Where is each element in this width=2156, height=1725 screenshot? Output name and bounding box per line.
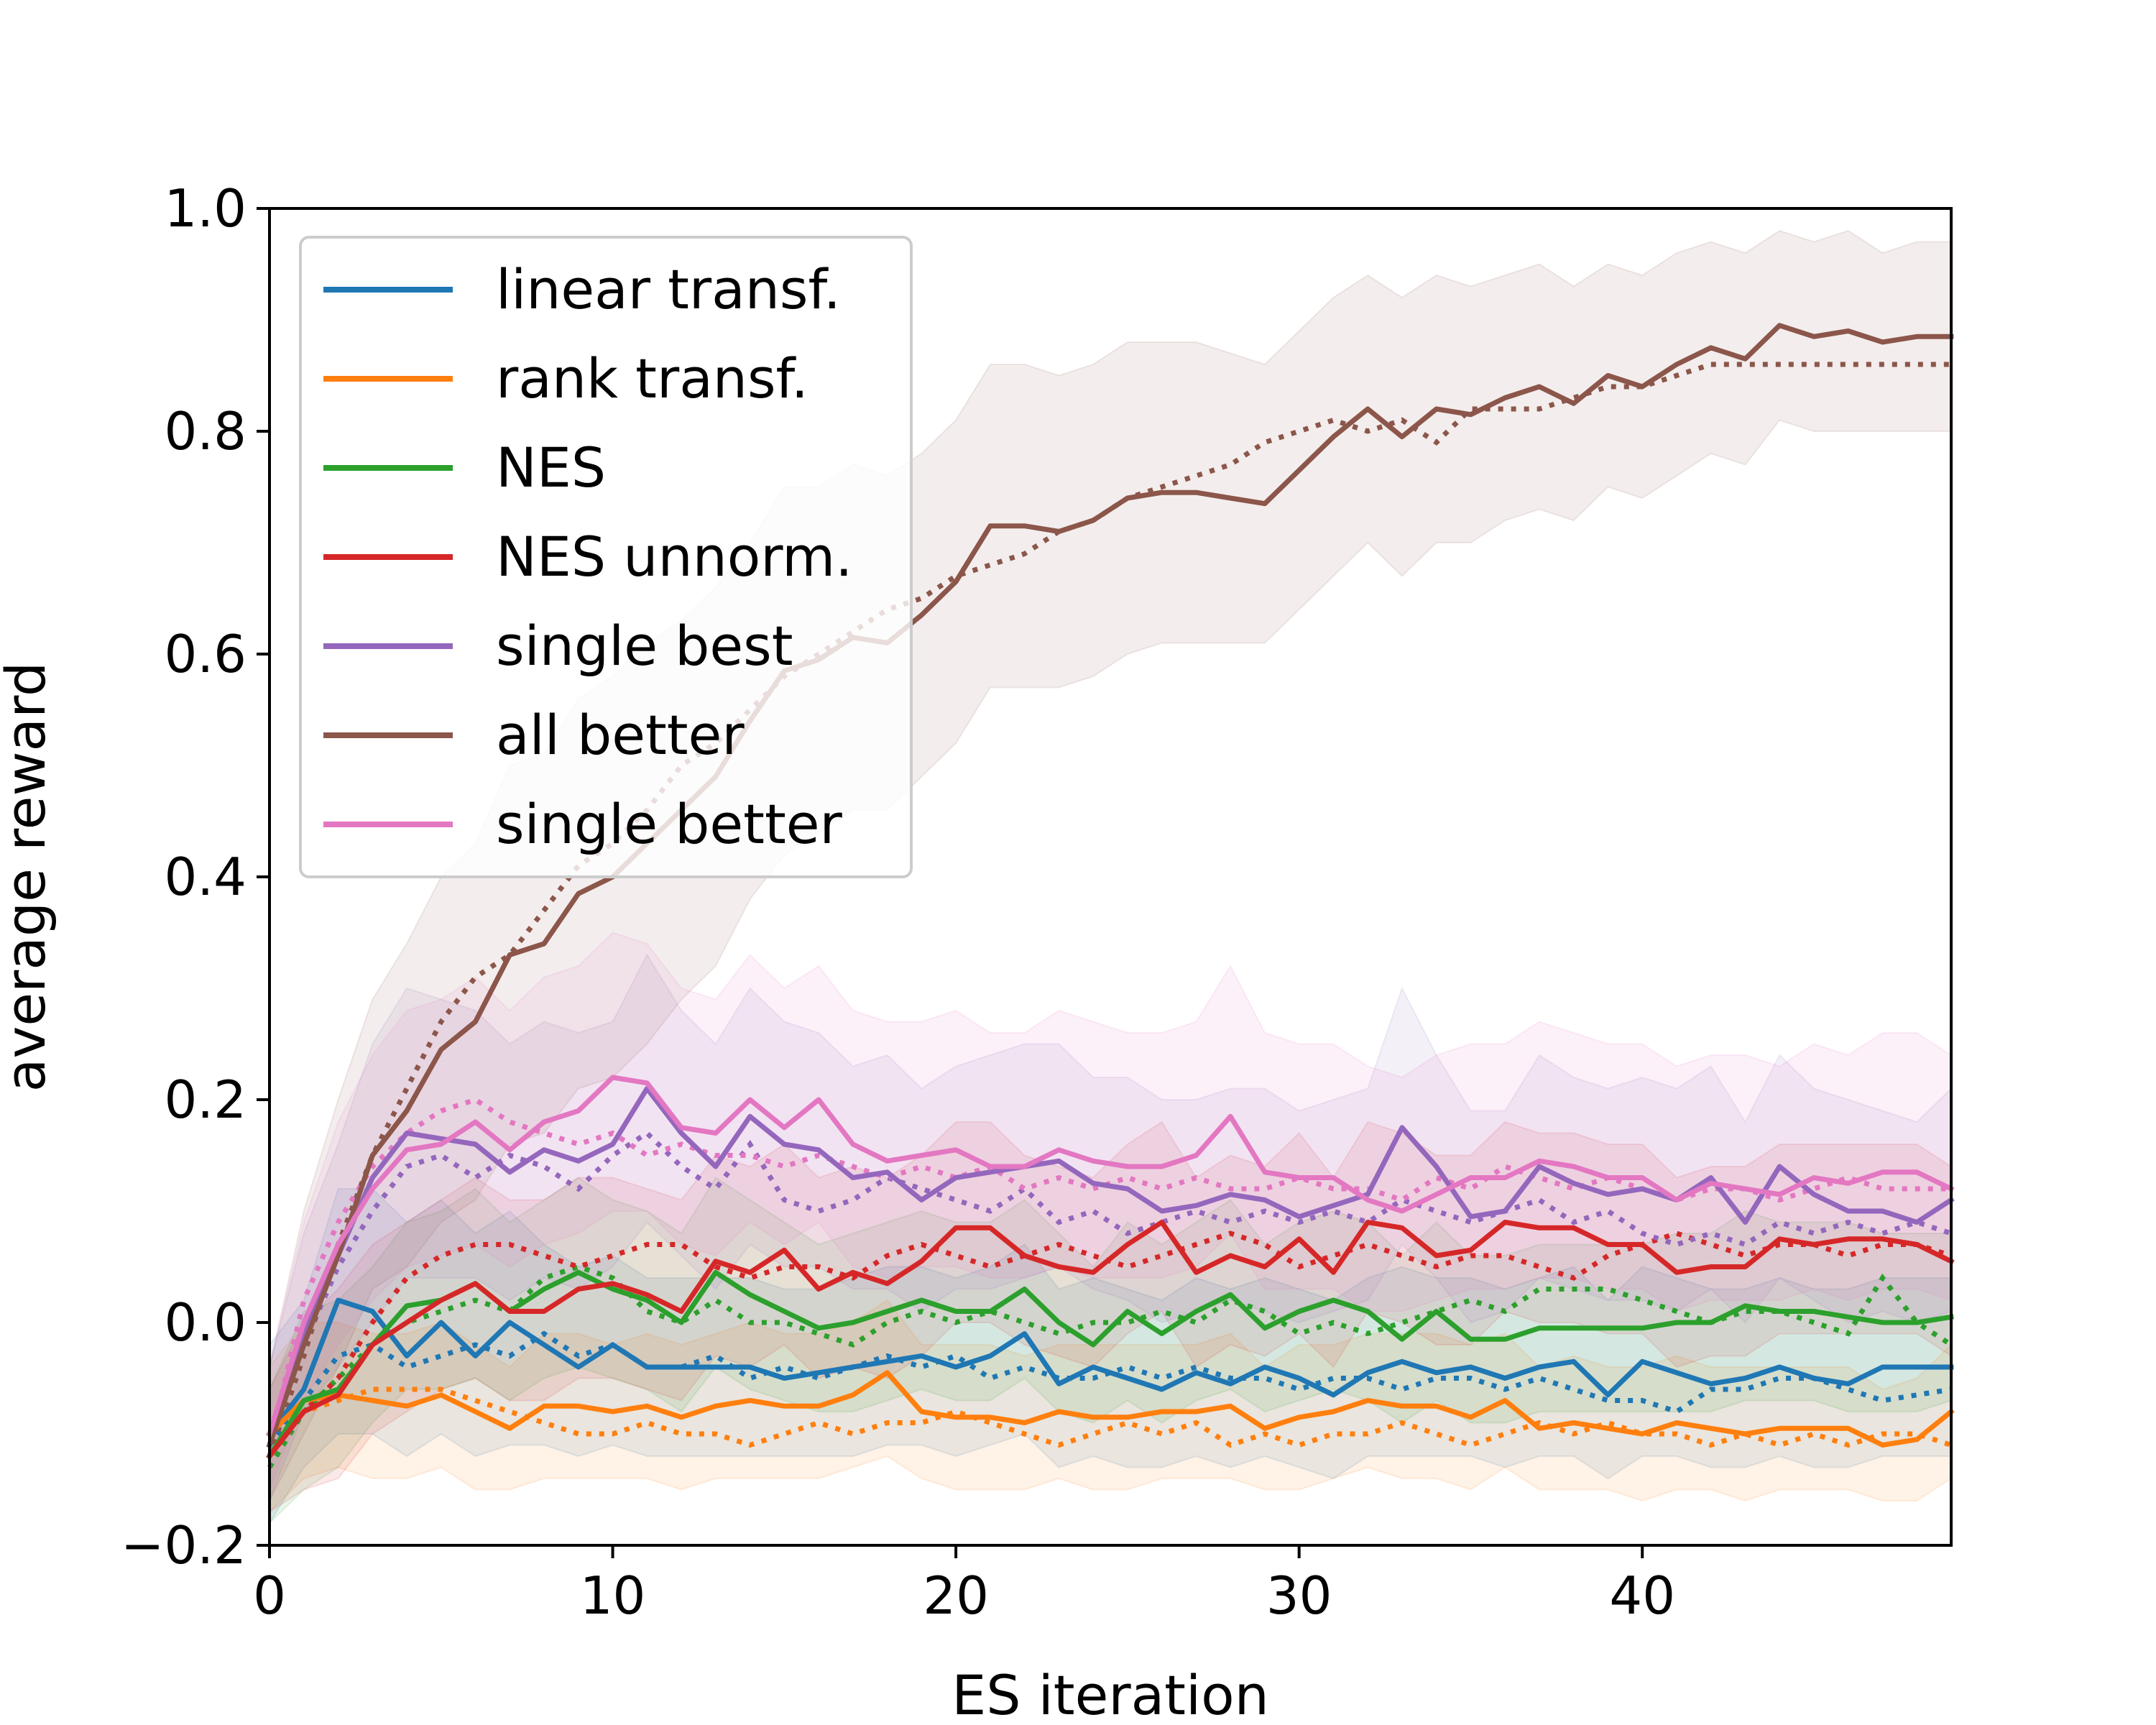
x-tick-label: 0 (253, 1565, 286, 1626)
y-tick-label: 0.2 (164, 1070, 247, 1130)
legend-label: single better (496, 792, 843, 856)
legend-label: all better (496, 703, 745, 767)
x-axis-ticks: 0 10 20 30 40 (253, 1545, 1675, 1626)
y-tick-label: 0.0 (164, 1292, 247, 1353)
y-tick-label: 0.8 (164, 401, 247, 461)
line-linear-transf (266, 1297, 1954, 1438)
line-all-better (266, 323, 1954, 1448)
line-single-better (266, 1075, 1955, 1438)
y-tick-label: 0.6 (164, 624, 247, 684)
y-axis-ticks: −0.2 0.0 0.2 0.4 0.6 0.8 1.0 (121, 178, 270, 1576)
legend-label: NES (496, 436, 606, 500)
line-nes (266, 1269, 1955, 1460)
line-rank-transf (266, 1370, 1955, 1448)
y-tick-label: 0.4 (164, 847, 247, 907)
x-tick-label: 30 (1266, 1565, 1332, 1626)
x-axis-label: ES iteration (952, 1663, 1269, 1725)
legend-label: single best (496, 614, 793, 678)
legend-label: NES unnorm. (496, 525, 852, 589)
legend: linear transf. rank transf. NES NES unnorm.… (299, 236, 913, 878)
x-tick-label: 10 (580, 1565, 646, 1626)
solid-series-lines (266, 323, 1955, 1460)
dotted-line-rank-transf (267, 1386, 1953, 1458)
legend-box (299, 236, 913, 878)
y-tick-label: −0.2 (121, 1515, 247, 1576)
x-tick-label: 20 (923, 1565, 989, 1626)
y-tick-label: 1.0 (164, 178, 247, 239)
x-tick-label: 40 (1609, 1565, 1675, 1626)
legend-label: rank transf. (496, 346, 808, 410)
y-axis-label: average reward (0, 662, 57, 1092)
dotted-line-nes (267, 1264, 1953, 1469)
line-nes-unnorm (266, 1220, 1955, 1460)
dotted-line-single-better (267, 1097, 1951, 1446)
legend-label: linear transf. (496, 257, 841, 321)
